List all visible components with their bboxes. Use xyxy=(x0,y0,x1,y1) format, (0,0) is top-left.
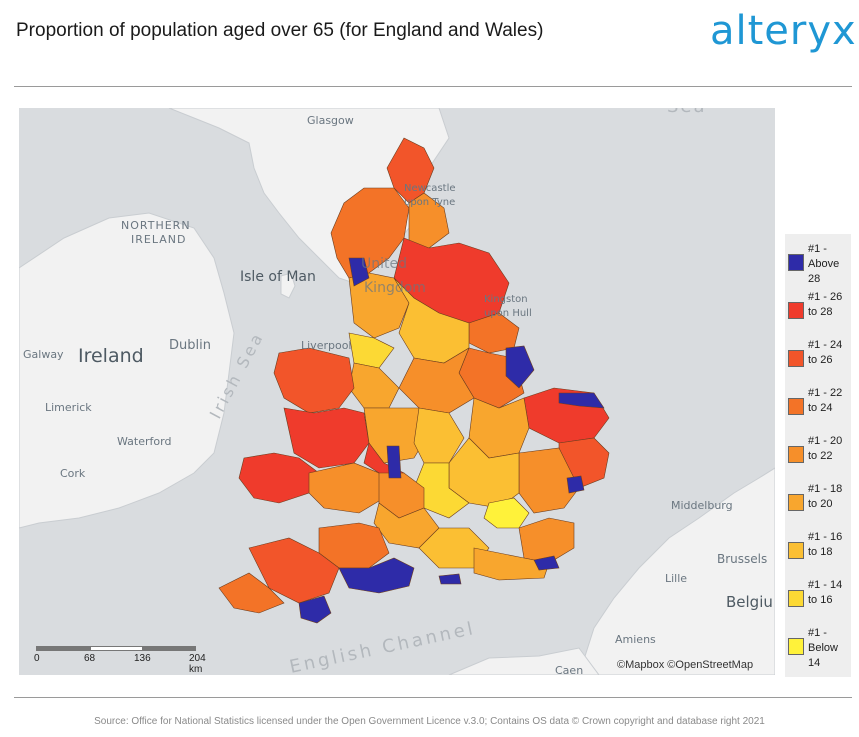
label-glasgow: Glasgow xyxy=(307,114,354,127)
map-view[interactable]: Glasgow NORTHERN IRELAND Isle of Man New… xyxy=(19,108,775,675)
region-hampshire[interactable] xyxy=(418,527,490,569)
legend-item: #1 - 26 to 28 xyxy=(788,290,850,338)
scale-tick-204: 204 km xyxy=(189,653,206,675)
legend-swatch xyxy=(788,590,804,607)
bottom-divider xyxy=(14,697,852,698)
scale-tick-0: 0 xyxy=(34,653,40,664)
region-sussex[interactable] xyxy=(473,547,550,581)
scale-segment-1 xyxy=(36,646,90,651)
map-attribution[interactable]: ©Mapbox ©OpenStreetMap xyxy=(617,659,754,671)
label-ireland: Ireland xyxy=(78,345,144,367)
label-united-kingdom-1: United xyxy=(361,256,407,272)
legend-swatch xyxy=(788,542,804,559)
legend-label: #1 - 20 to 22 xyxy=(808,435,843,462)
label-amiens: Amiens xyxy=(615,633,656,646)
label-galway: Galway xyxy=(23,348,64,361)
ireland-land xyxy=(19,212,235,529)
scale-tick-68: 68 xyxy=(84,653,96,664)
legend-item: #1 - 14 to 16 xyxy=(788,578,850,626)
label-isle-of-man: Isle of Man xyxy=(240,269,316,285)
legend-item: #1 - 24 to 26 xyxy=(788,338,850,386)
legend-label: #1 - 26 to 28 xyxy=(808,291,843,318)
isle-of-man-land xyxy=(280,272,296,299)
legend-item: #1 - 18 to 20 xyxy=(788,482,850,530)
region-devon[interactable] xyxy=(248,537,340,604)
region-lancashire[interactable] xyxy=(348,272,410,339)
label-kingston-2: upon Hull xyxy=(484,308,532,319)
region-lincolnshire-coast[interactable] xyxy=(505,345,535,389)
label-belgium: Belgiu xyxy=(726,593,773,611)
continent-land xyxy=(578,467,775,675)
region-tendring[interactable] xyxy=(566,475,585,494)
legend-item: #1 - Below 14 xyxy=(788,626,850,674)
legend-item: #1 - 16 to 18 xyxy=(788,530,850,578)
region-dorset[interactable] xyxy=(338,557,415,594)
legend-label: #1 - 24 to 26 xyxy=(808,339,843,366)
label-liverpool: Liverpool xyxy=(301,339,351,352)
legend: #1 - Above 28 #1 - 26 to 28 #1 - 24 to 2… xyxy=(785,234,851,677)
label-north-sea: Sea xyxy=(667,108,707,117)
map-canvas[interactable]: Glasgow NORTHERN IRELAND Isle of Man New… xyxy=(19,108,775,675)
legend-label: #1 - Above 28 xyxy=(808,243,840,285)
region-rother[interactable] xyxy=(533,555,560,571)
legend-swatch xyxy=(788,494,804,511)
region-north-wales[interactable] xyxy=(273,347,355,414)
legend-label: #1 - 22 to 24 xyxy=(808,387,843,414)
scale-bar: 0 68 136 204 km xyxy=(34,646,206,675)
legend-swatch xyxy=(788,398,804,415)
legend-swatch xyxy=(788,254,804,271)
region-cornwall[interactable] xyxy=(218,572,285,614)
legend-item: #1 - Above 28 xyxy=(788,242,850,290)
continent-coast-south xyxy=(448,647,600,675)
scale-tick-136: 136 xyxy=(134,653,151,664)
region-south-devon[interactable] xyxy=(298,595,332,624)
label-northern-ireland-1: NORTHERN xyxy=(121,219,191,232)
label-waterford: Waterford xyxy=(117,435,171,448)
label-united-kingdom-2: Kingdom xyxy=(364,280,426,296)
label-caen: Caen xyxy=(555,664,583,675)
label-dublin: Dublin xyxy=(169,338,211,353)
scale-segment-3 xyxy=(143,646,196,651)
england-wales-regions[interactable] xyxy=(218,137,610,624)
legend-swatch xyxy=(788,446,804,463)
legend-label: #1 - 18 to 20 xyxy=(808,483,843,510)
label-lille: Lille xyxy=(665,572,687,585)
source-note: Source: Office for National Statistics l… xyxy=(94,716,765,727)
label-limerick: Limerick xyxy=(45,401,92,414)
region-south-wales[interactable] xyxy=(308,462,385,514)
alteryx-logo: alteryx xyxy=(710,8,857,54)
label-cork: Cork xyxy=(60,467,86,480)
label-brussels: Brussels xyxy=(717,552,767,566)
legend-item: #1 - 20 to 22 xyxy=(788,434,850,482)
scale-segment-2 xyxy=(90,646,143,651)
label-newcastle-1: Newcastle xyxy=(404,183,456,194)
region-merseyside[interactable] xyxy=(348,332,395,369)
region-cumbria[interactable] xyxy=(330,187,410,279)
region-powys-border[interactable] xyxy=(386,445,402,479)
legend-label: #1 - 16 to 18 xyxy=(808,531,843,558)
label-kingston-1: Kingston xyxy=(484,294,528,305)
label-middelburg: Middelburg xyxy=(671,499,733,512)
legend-swatch xyxy=(788,350,804,367)
region-isle-of-wight[interactable] xyxy=(438,573,462,585)
region-north-norfolk[interactable] xyxy=(558,392,605,409)
top-divider xyxy=(14,86,852,87)
legend-swatch xyxy=(788,302,804,319)
page-title: Proportion of population aged over 65 (f… xyxy=(16,20,544,41)
legend-item: #1 - 22 to 24 xyxy=(788,386,850,434)
label-northern-ireland-2: IRELAND xyxy=(131,233,186,246)
label-newcastle-2: upon Tyne xyxy=(404,197,455,208)
region-cumbria-coast[interactable] xyxy=(348,257,370,287)
legend-label: #1 - 14 to 16 xyxy=(808,579,843,606)
legend-swatch xyxy=(788,638,804,655)
legend-label: #1 - Below 14 xyxy=(808,627,838,669)
